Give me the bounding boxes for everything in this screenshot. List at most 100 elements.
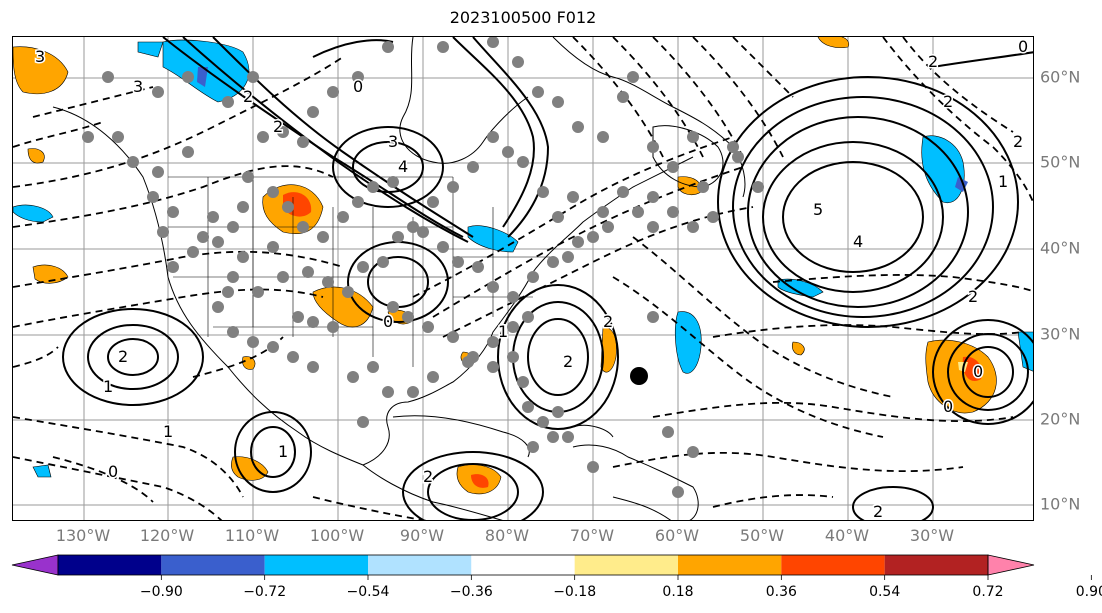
contour-label: 0 [1018,37,1028,56]
station-dot [367,361,379,373]
contour-label: 0 [383,312,393,331]
colorbar-tick-label: 0.72 [972,584,1004,600]
latitude-label: 30°N [1040,324,1081,344]
station-dot [267,341,279,353]
station-dot [237,251,249,263]
station-markers [82,37,764,498]
political-borders [168,176,553,367]
contour-label: 1 [498,322,508,341]
colorbar-outline [57,554,989,576]
station-dot [647,221,659,233]
station-dot [647,191,659,203]
contour-label: 1 [278,442,288,461]
station-dot [532,86,544,98]
contour-label: 2 [563,352,573,371]
station-dot [377,256,389,268]
station-dot [352,196,364,208]
latitude-label: 60°N [1040,67,1081,87]
station-dot [347,371,359,383]
station-dot [402,311,414,323]
latitude-label: 20°N [1040,409,1081,429]
station-dot [447,331,459,343]
contour-label: 2 [423,467,433,486]
station-dot [522,311,534,323]
station-dot [472,261,484,273]
longitude-label: 100°W [309,526,365,545]
station-dot [252,286,264,298]
station-dot [517,376,529,388]
station-dot [382,386,394,398]
station-dot [647,311,659,323]
station-dot [522,401,534,413]
station-dot [562,431,574,443]
colorbar-tick-label: −0.90 [139,584,183,600]
station-dot [297,221,309,233]
longitude-label: 90°W [399,526,445,545]
longitude-label: 80°W [484,526,530,545]
colorbar-segment [471,555,575,575]
station-dot [187,246,199,258]
station-dot [552,406,564,418]
latitude-label: 50°N [1040,152,1081,172]
station-dot [342,286,354,298]
station-dot [327,86,339,98]
station-dot [517,156,529,168]
station-dot [297,136,309,148]
station-dot [617,186,629,198]
station-dot [292,311,304,323]
station-dot [632,206,644,218]
station-dot [437,241,449,253]
colorbar-tick-label: 0.54 [869,584,901,600]
station-dot [387,176,399,188]
contour-label: 2 [118,347,128,366]
station-dot [357,261,369,273]
station-dot [572,121,584,133]
station-dot [672,486,684,498]
station-dot [512,56,524,68]
station-dot [597,206,609,218]
station-dot [687,131,699,143]
station-dot [127,156,139,168]
station-dot [602,221,614,233]
station-dot [247,71,259,83]
contour-label: 4 [398,157,408,176]
contour-label: 2 [603,312,613,331]
station-dot [352,71,364,83]
station-dot [182,71,194,83]
station-dot [422,321,434,333]
station-dot [327,321,339,333]
station-dot [487,131,499,143]
contour-label: 0 [353,77,363,96]
longitude-label: 120°W [139,526,195,545]
station-dot [567,191,579,203]
station-dot [427,371,439,383]
station-dot [302,266,314,278]
contour-label: 3 [133,77,143,96]
contour-label: 5 [813,200,823,219]
latitude-label: 10°N [1040,494,1081,514]
contour-label: 2 [243,87,253,106]
graticule [13,37,1033,520]
station-dot [307,361,319,373]
contour-label: 3 [388,132,398,151]
station-dot [597,131,609,143]
contour-label: 2 [968,287,978,306]
station-dot [407,386,419,398]
colorbar-segment [884,555,988,575]
longitude-label: 70°W [569,526,615,545]
station-dot [212,236,224,248]
colorbar [11,554,1092,580]
longitude-label: 40°W [824,526,870,545]
station-dot [617,91,629,103]
station-dot [147,191,159,203]
station-dot [257,131,269,143]
station-dot [587,461,599,473]
station-dot [437,41,449,53]
station-dot [167,206,179,218]
station-dot [212,301,224,313]
station-dot [447,181,459,193]
station-dot [357,416,369,428]
station-dot [282,201,294,213]
longitude-label: 60°W [654,526,700,545]
